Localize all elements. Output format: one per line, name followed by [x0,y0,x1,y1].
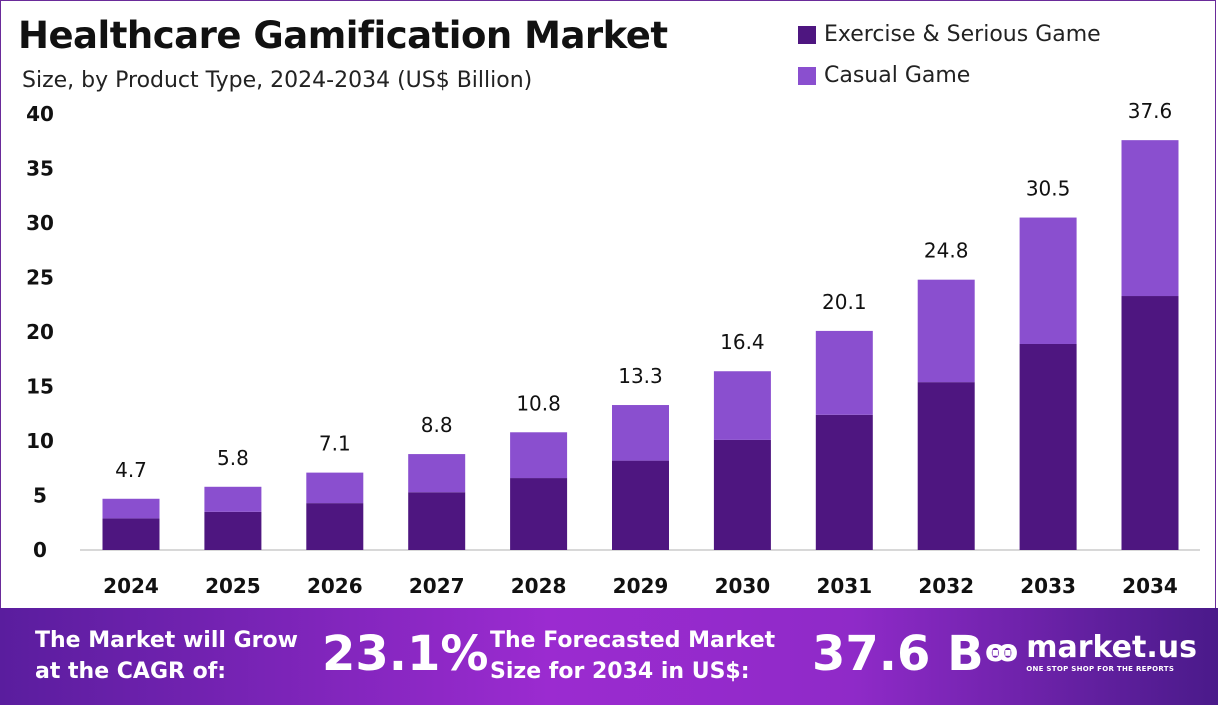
data-label-total: 30.5 [1026,177,1071,201]
y-tick-label: 10 [26,429,54,453]
chart-title: Healthcare Gamification Market [18,14,668,57]
data-label-total: 5.8 [217,446,249,470]
bar-casual-2028 [510,432,568,479]
x-tick-label: 2034 [1122,574,1178,598]
bar-exercise-2025 [204,511,262,550]
bar-exercise-2033 [1019,343,1077,550]
bar-exercise-2030 [713,439,771,550]
bar-casual-2033 [1019,217,1077,344]
legend-swatch [798,25,816,44]
marketus-logo: ꙭ market.us ONE STOP SHOP FOR THE REPORT… [985,630,1197,673]
cagr-value: 23.1% [322,626,489,682]
x-tick-label: 2024 [103,574,159,598]
legend-label: Exercise & Serious Game [824,22,1101,47]
logo-icon: ꙭ [985,634,1019,669]
chart-frame [0,0,1216,608]
y-tick-label: 25 [26,266,54,290]
bar-casual-2030 [713,371,771,440]
x-tick-label: 2028 [511,574,567,598]
bar-casual-2026 [306,472,364,504]
logo-name: market.us [1026,630,1197,665]
x-tick-label: 2029 [613,574,669,598]
bar-exercise-2026 [306,503,364,550]
x-tick-label: 2033 [1020,574,1076,598]
y-tick-label: 15 [26,375,54,399]
bar-chart: 05101520253035404.720245.820257.120268.8… [26,99,1200,598]
y-tick-label: 20 [26,320,54,344]
bar-casual-2027 [408,454,466,493]
bar-casual-2032 [917,279,975,383]
cagr-label-line1: The Market will Grow [35,628,298,653]
x-tick-label: 2030 [715,574,771,598]
data-label-total: 37.6 [1128,99,1173,123]
y-tick-label: 40 [26,102,54,126]
footer-banner: The Market will Grow at the CAGR of: 23.… [0,608,1218,705]
data-label-total: 4.7 [115,458,147,482]
bar-exercise-2032 [917,382,975,550]
x-tick-label: 2027 [409,574,465,598]
data-label-total: 24.8 [924,239,969,263]
legend-item-exercise: Exercise & Serious Game [798,14,1101,55]
data-label-total: 8.8 [421,413,453,437]
y-tick-label: 0 [33,538,47,562]
forecast-label-line1: The Forecasted Market [490,628,776,653]
legend-swatch [798,66,816,85]
data-label-total: 20.1 [822,290,867,314]
legend: Exercise & Serious Game Casual Game [798,14,1101,96]
y-tick-label: 5 [33,484,47,508]
y-tick-label: 35 [26,157,54,181]
x-tick-label: 2025 [205,574,261,598]
forecast-label: The Forecasted Market Size for 2034 in U… [490,625,775,687]
bar-exercise-2034 [1121,296,1179,550]
bar-exercise-2031 [815,414,873,550]
legend-label: Casual Game [824,63,971,88]
legend-item-casual: Casual Game [798,55,1101,96]
bar-casual-2031 [815,330,873,415]
cagr-label-line2: at the CAGR of: [35,659,227,684]
logo-tagline: ONE STOP SHOP FOR THE REPORTS [1026,665,1175,673]
bar-casual-2025 [204,486,262,512]
forecast-value: 37.6 B [812,626,984,682]
data-label-total: 13.3 [618,364,663,388]
x-tick-label: 2032 [918,574,974,598]
y-tick-label: 30 [26,211,54,235]
cagr-label: The Market will Grow at the CAGR of: [35,625,298,687]
bar-exercise-2029 [612,460,669,550]
bar-casual-2024 [102,498,160,519]
data-label-total: 16.4 [720,330,765,354]
forecast-label-line2: Size for 2034 in US$: [490,659,750,684]
x-tick-label: 2031 [816,574,872,598]
bar-exercise-2028 [510,478,568,550]
bar-casual-2034 [1121,140,1179,297]
chart-subtitle: Size, by Product Type, 2024-2034 (US$ Bi… [22,68,533,93]
data-label-total: 7.1 [319,432,351,456]
bar-exercise-2027 [408,492,466,550]
x-tick-label: 2026 [307,574,363,598]
data-label-total: 10.8 [516,391,561,415]
bar-casual-2029 [612,405,669,461]
bar-exercise-2024 [102,518,160,550]
